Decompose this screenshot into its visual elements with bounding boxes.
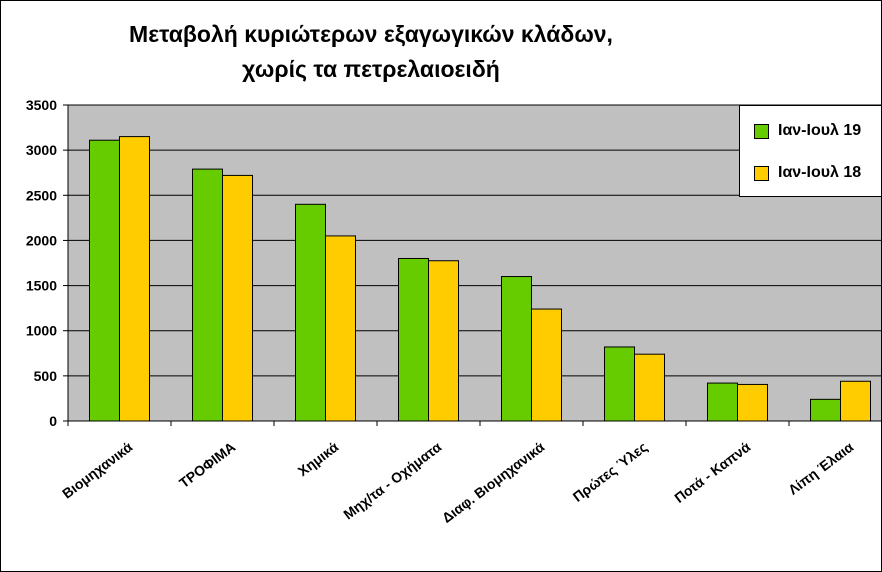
- chart-title-line-2: χωρίς τα πετρελαιοειδή: [242, 56, 500, 82]
- y-tick-label: 2000: [26, 232, 57, 248]
- x-category-label: Ποτά - Καπνά: [671, 438, 753, 506]
- y-tick-label: 3500: [26, 97, 57, 113]
- x-category-label: Διαφ. Βιομηχανικά: [439, 438, 548, 526]
- bar-1-8: [810, 398, 841, 422]
- y-tick-label: 1000: [26, 323, 57, 339]
- x-category-label: Χημικά: [295, 438, 342, 479]
- bar-2-4: [428, 260, 459, 422]
- chart-title-line-1: Μεταβολή κυριώτερων εξαγωγικών κλάδων,: [129, 21, 613, 47]
- x-category-label: Πρώτες Ύλες: [570, 439, 651, 505]
- bar-1-6: [604, 346, 635, 422]
- bar-1-3: [295, 203, 326, 422]
- chart-legend: Ιαν-Ιουλ 19 Ιαν-Ιουλ 18: [739, 105, 881, 197]
- legend-swatch-series-2: [754, 165, 769, 181]
- y-tick-label: 3000: [26, 142, 57, 158]
- legend-label-series-1: Ιαν-Ιουλ 19: [778, 122, 862, 139]
- legend-item-series-2: Ιαν-Ιουλ 18: [754, 164, 861, 182]
- x-category-label: ΤΡΟΦΙΜΑ: [176, 439, 238, 491]
- bar-1-7: [707, 382, 738, 422]
- bar-2-7: [737, 383, 768, 422]
- y-tick-label: 500: [34, 368, 58, 384]
- x-category-label: Μηχ/τα - Οχήματα: [340, 438, 444, 522]
- legend-swatch-series-1: [754, 123, 769, 139]
- bar-2-1: [119, 136, 150, 422]
- bar-1-4: [398, 257, 429, 422]
- legend-label-series-2: Ιαν-Ιουλ 18: [778, 164, 862, 181]
- y-tick-label: 2500: [26, 187, 57, 203]
- bar-2-5: [531, 308, 562, 422]
- bar-2-2: [222, 174, 253, 422]
- x-category-label: Βιομηχανικά: [59, 438, 136, 501]
- bar-1-5: [501, 276, 532, 422]
- bar-2-6: [634, 353, 665, 422]
- x-category-label: Λίπη Έλαια: [785, 438, 856, 497]
- y-tick-label: 0: [49, 413, 57, 429]
- bar-2-3: [325, 235, 356, 422]
- bar-1-1: [89, 139, 120, 422]
- bar-2-8: [840, 380, 871, 422]
- y-tick-label: 1500: [26, 278, 57, 294]
- bar-1-2: [192, 168, 223, 422]
- legend-item-series-1: Ιαν-Ιουλ 19: [754, 122, 861, 140]
